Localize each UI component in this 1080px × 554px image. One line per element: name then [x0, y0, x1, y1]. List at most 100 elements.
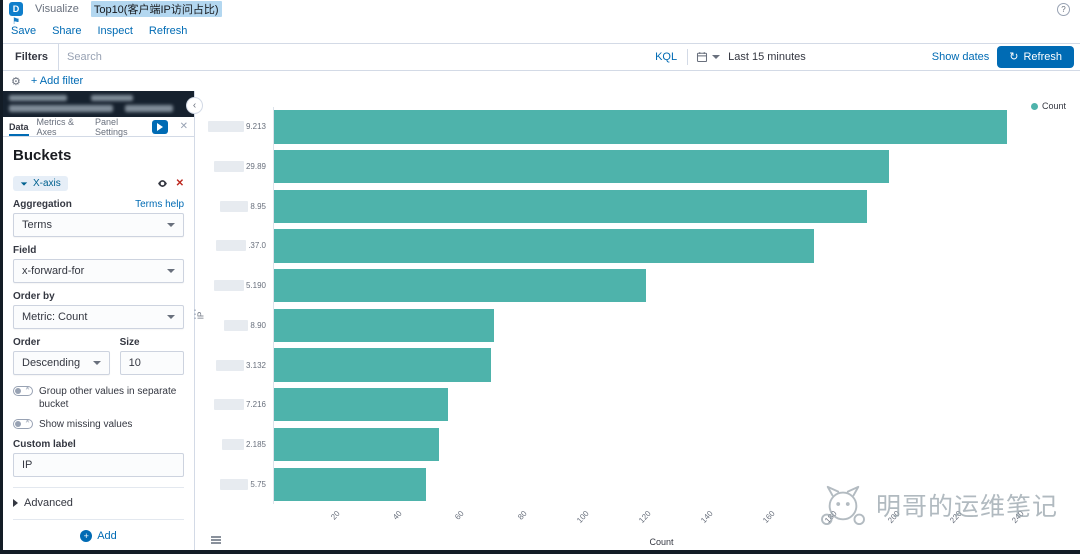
kibana-app: D Visualize Top10(客户端IP访问占比) ? ⚑ Save Sh… — [3, 0, 1080, 550]
bar-row — [274, 186, 1050, 226]
kibana-logo[interactable]: D — [9, 2, 23, 16]
filter-row: ⚙ + Add filter — [3, 71, 1080, 91]
show-missing-toggle-label: Show missing values — [39, 419, 133, 430]
window-bottom-edge — [0, 550, 1080, 554]
y-axis-label: 7.216 — [195, 385, 271, 425]
window-left-edge — [0, 0, 3, 554]
group-other-toggle[interactable]: Group other values in separate bucket — [13, 385, 184, 411]
chevron-down-icon — [167, 223, 175, 227]
pinned-filter-icon: ⚑ — [12, 16, 21, 26]
main-content: Data Metrics & Axes Panel Settings ✕ Buc… — [3, 91, 1080, 550]
redacted-ip-block — [220, 478, 249, 490]
date-picker-button[interactable] — [696, 51, 721, 63]
y-axis-label: 2.185 — [195, 425, 271, 465]
redacted-ip-block — [216, 240, 247, 252]
count-bar[interactable] — [274, 229, 815, 263]
refresh-menu-button[interactable]: Refresh — [148, 24, 188, 37]
aggregation-label: Aggregation — [13, 199, 72, 210]
y-axis-labels: 9.213 29.89 8.95 .37.0 5.190 8.90 3.132 7.216 2.… — [195, 107, 271, 504]
plot-area — [273, 107, 1050, 504]
count-bar[interactable] — [274, 467, 427, 501]
help-icon[interactable]: ? — [1057, 3, 1070, 16]
legend-toggle-icon[interactable] — [211, 536, 221, 544]
y-axis-label-text: 5.190 — [245, 281, 266, 291]
add-bucket-button[interactable]: + Add — [80, 530, 117, 542]
y-axis-label: 29.89 — [195, 147, 271, 187]
order-by-select[interactable]: Metric: Count — [13, 305, 184, 329]
y-axis-label-text: 3.132 — [245, 360, 266, 370]
time-range-value[interactable]: Last 15 minutes — [728, 51, 806, 63]
legend-dot — [1030, 102, 1038, 110]
search-input[interactable] — [67, 51, 648, 63]
y-axis-label: 5.75 — [195, 464, 271, 504]
refresh-icon: ↻ — [1009, 50, 1019, 63]
count-bar[interactable] — [274, 189, 867, 223]
custom-label-input[interactable] — [13, 453, 184, 477]
add-filter-button[interactable]: + Add filter — [30, 75, 84, 87]
redacted-ip-block — [213, 399, 244, 411]
aggregation-select[interactable]: Terms — [13, 213, 184, 237]
discard-changes-icon[interactable]: ✕ — [179, 121, 188, 132]
advanced-section-toggle[interactable]: Advanced — [13, 487, 184, 509]
gear-icon[interactable]: ⚙ — [11, 75, 21, 88]
tab-metrics-axes[interactable]: Metrics & Axes — [36, 116, 75, 137]
count-bar[interactable] — [274, 308, 495, 343]
bar-row — [274, 226, 1050, 266]
count-bar[interactable] — [274, 149, 889, 184]
chevron-down-icon — [20, 181, 28, 186]
field-select[interactable]: x-forward-for — [13, 259, 184, 283]
count-bar[interactable] — [274, 427, 439, 462]
top-header: D Visualize Top10(客户端IP访问占比) ? — [3, 0, 1080, 18]
chart-legend[interactable]: Count — [1030, 101, 1066, 111]
y-axis-label-text: .37.0 — [248, 241, 266, 251]
x-axis-bucket-badge[interactable]: X-axis — [13, 176, 68, 191]
order-select[interactable]: Descending — [13, 351, 110, 375]
tab-panel-settings[interactable]: Panel Settings — [95, 116, 128, 137]
toggle-visibility-eye-icon[interactable] — [157, 178, 168, 189]
count-bar[interactable] — [274, 348, 492, 382]
collapse-editor-button[interactable]: ‹ — [186, 97, 203, 114]
visualization-editor-panel: Data Metrics & Axes Panel Settings ✕ Buc… — [3, 91, 195, 550]
query-bar: Filters KQL Last 15 minutes Show dates ↻… — [3, 43, 1080, 71]
x-axis-title: Count — [649, 537, 674, 547]
x-axis-tick-label: 160 — [761, 509, 777, 525]
panel-resize-handle[interactable]: ⋮ — [189, 306, 201, 321]
action-menu: Save Share Inspect Refresh — [3, 18, 1080, 43]
legend-label[interactable]: Count — [1041, 101, 1066, 111]
order-label: Order — [13, 337, 41, 348]
show-dates-button[interactable]: Show dates — [931, 51, 990, 63]
x-axis-tick-label: 20 — [329, 509, 342, 522]
custom-label-label: Custom label — [13, 439, 76, 450]
inspect-button[interactable]: Inspect — [97, 24, 133, 37]
bar-row — [274, 147, 1050, 187]
count-bar[interactable] — [274, 388, 448, 422]
aggregation-value: Terms — [22, 219, 52, 231]
y-axis-label: 8.90 — [195, 306, 271, 346]
y-axis-label: 5.190 — [195, 266, 271, 306]
filters-button[interactable]: Filters — [9, 44, 60, 70]
kql-selector[interactable]: KQL — [655, 49, 689, 65]
y-axis-label-text: 9.213 — [245, 122, 266, 132]
tab-data[interactable]: Data — [9, 117, 29, 136]
remove-bucket-icon[interactable]: ✕ — [175, 178, 184, 189]
count-bar[interactable] — [274, 268, 647, 303]
x-axis-tick-label: 60 — [453, 509, 467, 522]
apply-changes-button[interactable] — [152, 119, 168, 134]
index-pattern-redacted-banner — [3, 91, 194, 117]
y-axis-label: 8.95 — [195, 186, 271, 226]
y-axis-label-text: 5.75 — [250, 479, 266, 489]
share-button[interactable]: Share — [52, 24, 82, 37]
buckets-editor: Buckets X-axis ✕ Aggregation — [3, 137, 194, 550]
play-icon — [157, 122, 164, 131]
save-button[interactable]: Save — [11, 24, 37, 37]
size-input[interactable] — [119, 351, 184, 375]
refresh-button[interactable]: ↻ Refresh — [997, 46, 1074, 68]
show-missing-toggle[interactable]: Show missing values — [13, 418, 184, 431]
plus-icon: + — [80, 530, 93, 542]
count-bar[interactable] — [274, 110, 1007, 144]
bar-row — [274, 464, 1050, 504]
bar-row — [274, 306, 1050, 346]
terms-help-link[interactable]: Terms help — [135, 199, 184, 210]
redacted-ip-block — [220, 200, 249, 212]
breadcrumb-visualize[interactable]: Visualize — [35, 3, 79, 15]
